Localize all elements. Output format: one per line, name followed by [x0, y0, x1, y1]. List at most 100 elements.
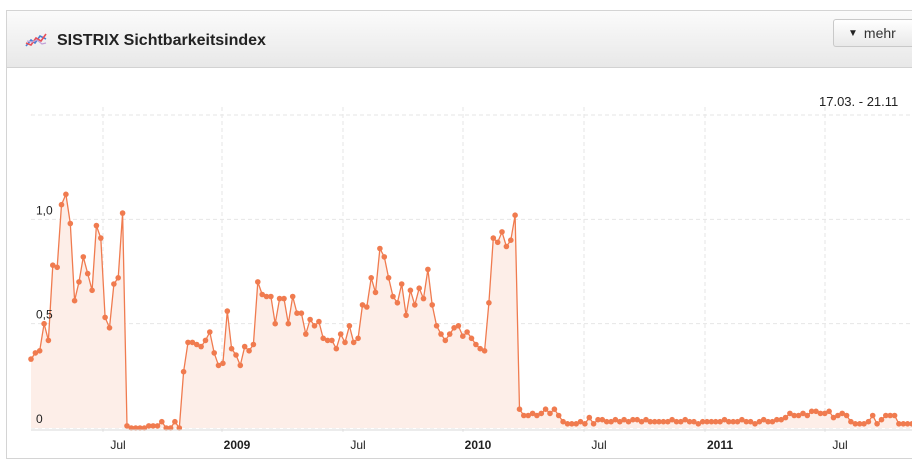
data-point [329, 337, 335, 344]
data-point [207, 329, 213, 335]
data-point [669, 416, 675, 423]
data-point [660, 418, 667, 425]
data-point [263, 293, 270, 300]
data-point [180, 368, 187, 375]
data-point [377, 245, 383, 252]
data-point [848, 418, 854, 425]
data-point [508, 237, 514, 243]
data-point [695, 421, 702, 427]
data-point [822, 410, 828, 417]
data-point [869, 412, 876, 419]
data-point [726, 418, 732, 425]
data-point [486, 300, 492, 306]
data-point [250, 341, 257, 348]
data-point [407, 287, 414, 294]
data-point [904, 421, 911, 427]
data-point [481, 348, 488, 354]
data-point [861, 421, 867, 427]
data-point [132, 425, 139, 431]
data-point [651, 418, 658, 425]
data-point [686, 418, 693, 425]
more-button[interactable]: ▼ mehr [833, 19, 912, 47]
data-point [89, 287, 95, 294]
data-point [364, 304, 370, 310]
data-point [202, 337, 209, 344]
data-point [224, 308, 231, 314]
data-point [119, 210, 126, 216]
x-tick-label: Jul [110, 438, 125, 452]
data-point [586, 414, 593, 421]
data-point [276, 295, 283, 302]
y-tick-label: 0 [36, 412, 43, 426]
x-tick-label: Jul [832, 438, 847, 452]
data-point [909, 421, 912, 427]
data-point [337, 331, 344, 337]
data-point [795, 412, 802, 419]
data-point [839, 410, 845, 417]
data-point [595, 416, 601, 423]
data-point [211, 350, 217, 356]
data-point [656, 418, 662, 425]
series-area [31, 194, 912, 428]
data-point [843, 412, 850, 419]
data-point [730, 418, 736, 425]
data-point [28, 356, 34, 362]
data-point [425, 266, 431, 273]
data-point [747, 418, 754, 425]
date-range: 17.03. - 21.11 [819, 94, 899, 109]
data-point [612, 416, 619, 423]
data-point [555, 412, 562, 419]
data-point [708, 418, 715, 425]
data-point [76, 279, 82, 285]
data-point [830, 414, 837, 421]
data-point [512, 212, 518, 218]
data-point [412, 302, 418, 308]
data-point [813, 408, 819, 415]
data-point [774, 416, 780, 423]
data-point [625, 418, 632, 425]
data-point [499, 229, 505, 235]
data-point [900, 421, 907, 427]
data-point [163, 425, 169, 431]
data-point [896, 421, 902, 427]
data-point [442, 337, 449, 344]
data-point [638, 418, 645, 425]
data-point [577, 418, 584, 425]
x-tick-label: 2009 [224, 438, 251, 452]
data-point [734, 418, 741, 425]
data-point [647, 418, 654, 425]
data-point [429, 302, 436, 308]
data-point [529, 410, 536, 417]
data-point [346, 323, 353, 329]
data-point [137, 425, 143, 431]
data-point [45, 337, 52, 344]
data-point [891, 412, 898, 419]
x-tick-label: 2010 [465, 438, 492, 452]
data-point [874, 421, 880, 427]
data-point [289, 293, 296, 300]
more-button-label: mehr [863, 25, 896, 41]
data-point [865, 418, 872, 425]
data-point [835, 412, 841, 419]
data-point [80, 254, 87, 260]
data-point [36, 348, 43, 354]
data-point [769, 418, 776, 425]
data-point [717, 418, 723, 425]
data-point [704, 418, 710, 425]
data-point [464, 329, 470, 335]
data-point [778, 416, 784, 423]
data-point [185, 339, 191, 346]
data-point [246, 348, 252, 354]
x-tick-label: Jul [591, 438, 606, 452]
data-point [50, 262, 56, 269]
data-point [752, 421, 758, 427]
data-point [124, 423, 130, 429]
data-point [490, 235, 497, 241]
data-point [599, 416, 606, 423]
data-point [281, 295, 287, 302]
data-point [525, 412, 531, 419]
data-point [233, 352, 239, 358]
data-point [333, 345, 340, 352]
x-tick-label: Jul [350, 438, 365, 452]
